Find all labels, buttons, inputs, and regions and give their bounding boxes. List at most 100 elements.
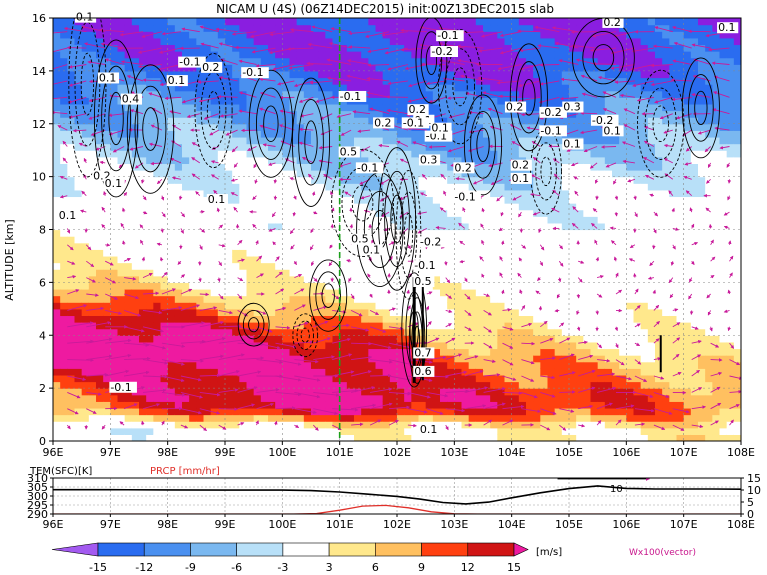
field-cell xyxy=(354,44,362,52)
field-cell xyxy=(597,189,606,198)
field-cell xyxy=(511,302,520,310)
field-cell xyxy=(289,368,298,376)
field-cell xyxy=(382,262,391,270)
field-cell xyxy=(325,374,334,383)
field-cell xyxy=(425,322,434,330)
field-cell xyxy=(361,401,369,409)
field-cell xyxy=(189,302,197,310)
field-cell xyxy=(475,110,484,118)
field-cell xyxy=(554,150,563,158)
field-cell xyxy=(468,282,477,290)
field-cell xyxy=(232,70,240,79)
field-cell xyxy=(339,348,348,356)
field-cell xyxy=(554,434,563,441)
field-cell xyxy=(547,282,556,290)
field-cell xyxy=(597,229,606,237)
field-cell xyxy=(225,368,233,376)
field-cell xyxy=(504,341,513,350)
field-cell xyxy=(346,51,355,59)
field-cell xyxy=(440,255,448,264)
field-cell xyxy=(117,401,126,409)
field-cell xyxy=(346,328,355,336)
field-cell xyxy=(303,31,312,39)
field-cell xyxy=(382,136,391,145)
field-cell xyxy=(103,249,111,257)
field-cell xyxy=(131,262,140,270)
field-cell xyxy=(440,262,448,270)
field-cell xyxy=(303,275,312,283)
field-cell xyxy=(67,64,76,72)
field-cell xyxy=(533,282,541,290)
field-cell xyxy=(397,143,405,151)
field-cell xyxy=(96,203,104,211)
field-cell xyxy=(361,262,369,270)
field-cell xyxy=(81,355,90,363)
field-cell xyxy=(461,24,470,32)
field-cell xyxy=(354,275,362,283)
field-cell xyxy=(597,183,606,191)
field-cell xyxy=(425,407,434,416)
field-cell xyxy=(440,103,448,112)
field-cell xyxy=(561,216,570,224)
field-cell xyxy=(81,427,90,435)
field-cell xyxy=(232,123,240,131)
field-cell xyxy=(60,269,68,277)
field-cell xyxy=(483,275,491,283)
field-cell xyxy=(339,37,348,46)
field-cell xyxy=(547,37,556,46)
field-cell xyxy=(454,401,463,409)
field-cell xyxy=(275,401,283,409)
field-cell xyxy=(153,37,162,46)
field-cell xyxy=(160,368,169,376)
field-cell xyxy=(475,262,484,270)
field-cell xyxy=(60,421,68,429)
field-cell xyxy=(346,262,355,270)
field-cell xyxy=(526,269,534,277)
field-cell xyxy=(526,348,534,356)
field-cell xyxy=(518,335,527,343)
field-cell xyxy=(67,361,76,369)
field-cell xyxy=(382,18,391,26)
field-cell xyxy=(461,110,470,118)
field-cell xyxy=(88,110,97,118)
field-cell xyxy=(533,44,541,52)
field-cell xyxy=(583,361,592,369)
field-cell xyxy=(339,275,348,283)
field-cell xyxy=(203,117,212,125)
field-cell xyxy=(289,388,298,396)
field-cell xyxy=(425,77,434,85)
field-cell xyxy=(454,308,463,317)
field-cell xyxy=(289,170,298,178)
field-cell xyxy=(339,117,348,125)
field-cell xyxy=(174,348,183,356)
field-cell xyxy=(526,222,534,231)
field-cell xyxy=(182,341,190,350)
field-cell xyxy=(339,209,348,217)
field-cell xyxy=(540,434,549,441)
field-cell xyxy=(425,308,434,317)
field-cell xyxy=(518,117,527,125)
field-cell xyxy=(117,348,126,356)
field-cell xyxy=(354,103,362,112)
field-cell xyxy=(547,64,556,72)
field-cell xyxy=(382,374,391,383)
field-cell xyxy=(604,308,613,317)
field-cell xyxy=(468,57,477,65)
field-cell xyxy=(561,84,570,92)
field-cell xyxy=(511,203,520,211)
field-cell xyxy=(217,70,226,79)
field-cell xyxy=(96,288,104,297)
field-cell xyxy=(318,341,326,350)
field-cell xyxy=(354,77,362,85)
field-cell xyxy=(404,24,412,32)
field-cell xyxy=(339,18,348,26)
field-cell xyxy=(303,348,312,356)
field-cell xyxy=(425,183,434,191)
field-cell xyxy=(504,222,513,231)
field-cell xyxy=(117,322,126,330)
field-cell xyxy=(124,57,133,65)
field-cell xyxy=(139,216,147,224)
field-cell xyxy=(60,355,68,363)
field-cell xyxy=(440,308,448,317)
field-cell xyxy=(547,117,556,125)
